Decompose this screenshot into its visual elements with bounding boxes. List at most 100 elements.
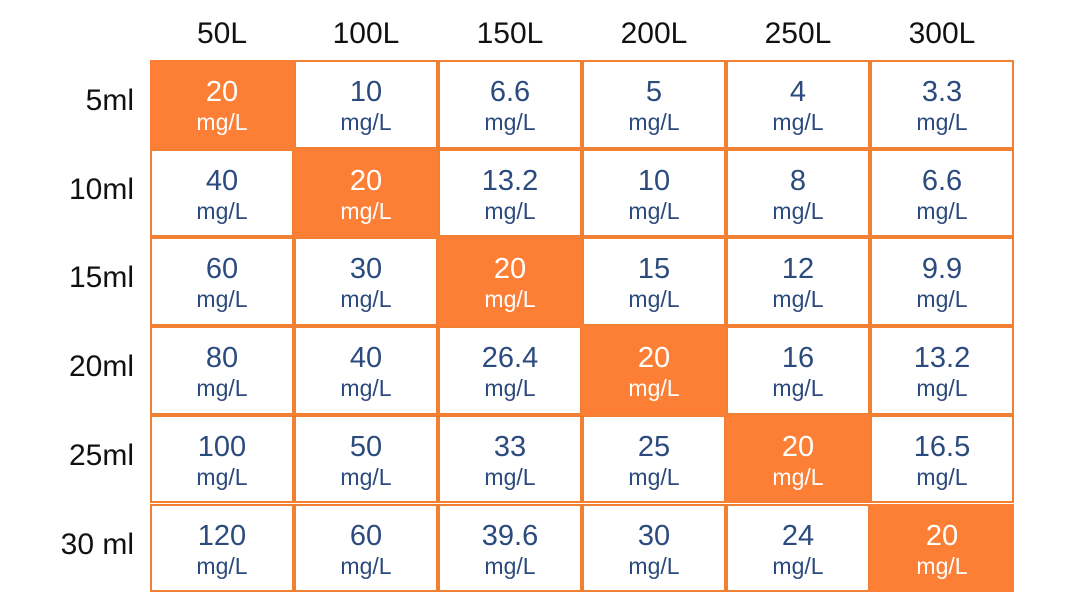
cell-unit: mg/L [484, 197, 536, 224]
cell-unit: mg/L [196, 375, 248, 402]
cell-value: 16 [781, 342, 815, 375]
cell-value: 10 [637, 164, 671, 197]
table-cell: 33 mg/L [438, 414, 582, 504]
cell-unit: mg/L [772, 286, 824, 313]
cell-value: 12 [781, 253, 815, 286]
table-cell: 100 mg/L [150, 414, 294, 504]
cell-value: 30 [637, 519, 671, 552]
table-cell: 120 mg/L [150, 503, 294, 593]
table-cell: 16.5 mg/L [870, 414, 1014, 504]
cell-unit: mg/L [916, 197, 968, 224]
cell-unit: mg/L [772, 197, 824, 224]
cell-value: 20 [205, 76, 239, 108]
cell-unit: mg/L [628, 197, 680, 224]
cell-value: 60 [205, 253, 239, 286]
cell-unit: mg/L [196, 109, 248, 135]
cell-value: 30 [349, 253, 383, 286]
cell-value: 60 [349, 519, 383, 552]
table-cell: 20 mg/L [438, 237, 582, 327]
table-cell: 20 mg/L [726, 414, 870, 504]
cell-unit: mg/L [340, 552, 392, 579]
cell-unit: mg/L [628, 463, 680, 490]
table-cell: 4 mg/L [726, 60, 870, 149]
table-cell: 9.9 mg/L [870, 237, 1014, 327]
cell-unit: mg/L [340, 197, 392, 224]
table-cell: 30 mg/L [294, 237, 438, 327]
cell-unit: mg/L [340, 375, 392, 402]
cell-unit: mg/L [484, 286, 536, 313]
table-cell: 5 mg/L [582, 60, 726, 149]
row-header: 15ml [0, 237, 134, 325]
cell-unit: mg/L [340, 109, 392, 135]
cell-value: 13.2 [481, 164, 539, 197]
table-cell: 39.6 mg/L [438, 503, 582, 593]
row-header-label: 20ml [68, 350, 134, 384]
cell-value: 50 [349, 430, 383, 463]
table-cell: 10 mg/L [294, 60, 438, 149]
cell-value: 6.6 [489, 76, 531, 108]
table-grid: 20 mg/L 10 mg/L 6.6 mg/L 5 mg/L 4 mg/L 3.3 mg/L 40 mg… [150, 60, 1014, 593]
table-cell: 20 mg/L [582, 326, 726, 415]
row-header-label: 30 ml [60, 527, 134, 561]
cell-value: 120 [197, 519, 247, 552]
cell-value: 100 [197, 430, 247, 463]
cell-unit: mg/L [340, 463, 392, 490]
row-header-label: 10ml [68, 172, 134, 206]
table-cell: 80 mg/L [150, 326, 294, 415]
table-cell: 40 mg/L [150, 148, 294, 238]
table-cell: 20 mg/L [870, 503, 1014, 593]
cell-value: 3.3 [921, 76, 963, 108]
table-cell: 8 mg/L [726, 148, 870, 238]
table-cell: 6.6 mg/L [870, 148, 1014, 238]
column-header: 250L [764, 17, 832, 50]
table-cell: 12 mg/L [726, 237, 870, 327]
cell-value: 24 [781, 519, 815, 552]
cell-value: 9.9 [921, 253, 963, 286]
table-cell: 20 mg/L [294, 148, 438, 238]
table-cell: 10 mg/L [582, 148, 726, 238]
cell-value: 26.4 [481, 342, 539, 375]
table-cell: 60 mg/L [294, 503, 438, 593]
table-cell: 24 mg/L [726, 503, 870, 593]
table-cell: 13.2 mg/L [438, 148, 582, 238]
cell-value: 8 [789, 164, 807, 197]
cell-value: 16.5 [913, 430, 971, 463]
column-header: 200L [620, 17, 688, 50]
cell-unit: mg/L [916, 109, 968, 135]
table-cell: 3.3 mg/L [870, 60, 1014, 149]
cell-value: 33 [493, 430, 527, 463]
row-header-label: 15ml [68, 261, 134, 295]
cell-unit: mg/L [196, 552, 248, 579]
cell-value: 10 [349, 76, 383, 108]
cell-value: 39.6 [481, 519, 539, 552]
cell-value: 40 [349, 342, 383, 375]
cell-unit: mg/L [484, 463, 536, 490]
cell-value: 20 [493, 253, 527, 286]
cell-value: 20 [925, 519, 959, 552]
cell-unit: mg/L [628, 375, 680, 402]
cell-value: 20 [349, 164, 383, 197]
table-cell: 6.6 mg/L [438, 60, 582, 149]
cell-unit: mg/L [772, 463, 824, 490]
row-header: 10ml [0, 149, 134, 237]
cell-unit: mg/L [916, 286, 968, 313]
cell-unit: mg/L [484, 375, 536, 402]
cell-unit: mg/L [628, 552, 680, 579]
cell-unit: mg/L [772, 552, 824, 579]
cell-value: 6.6 [921, 164, 963, 197]
column-header: 150L [476, 17, 544, 50]
cell-unit: mg/L [340, 286, 392, 313]
table-cell: 20 mg/L [150, 60, 294, 149]
column-header: 50L [196, 17, 248, 50]
column-header: 300L [908, 17, 976, 50]
row-header: 20ml [0, 326, 134, 414]
table-cell: 60 mg/L [150, 237, 294, 327]
cell-value: 20 [637, 342, 671, 375]
cell-value: 80 [205, 342, 239, 375]
cell-value: 20 [781, 430, 815, 463]
cell-unit: mg/L [484, 109, 536, 135]
cell-value: 4 [789, 76, 807, 108]
cell-unit: mg/L [916, 552, 968, 579]
cell-unit: mg/L [772, 375, 824, 402]
cell-value: 25 [637, 430, 671, 463]
